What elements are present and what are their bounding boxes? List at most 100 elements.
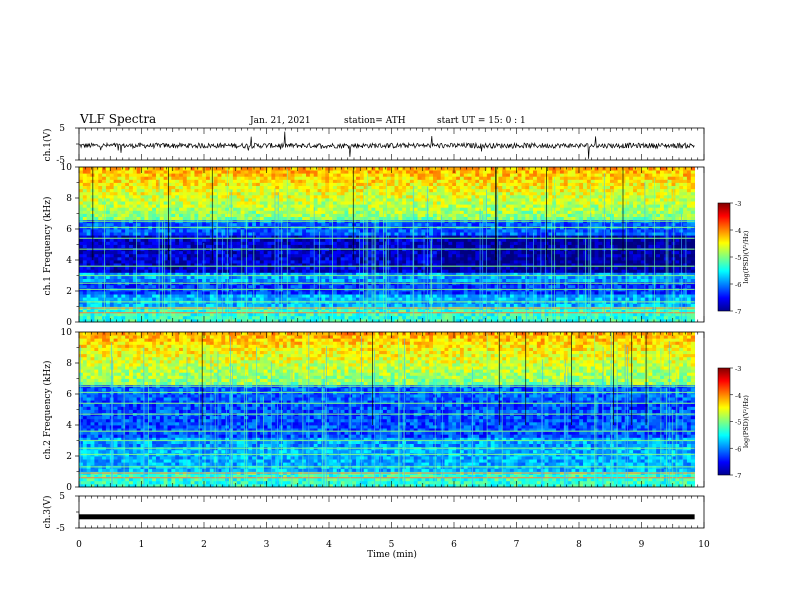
spectrogram-cell [190, 284, 195, 289]
spectrogram-cell [294, 275, 299, 279]
spectrogram-cell [313, 303, 318, 307]
spectrogram-cell [390, 244, 395, 248]
spectrogram-cell [521, 272, 526, 276]
spectrogram-cell [463, 318, 469, 323]
spectrogram-cell [471, 312, 476, 317]
spectrogram-cell [236, 284, 241, 289]
spectrogram-cell [367, 294, 372, 298]
spectrogram-cell [506, 229, 511, 233]
spectrogram-cell [509, 229, 515, 233]
spectrogram-cell [613, 278, 619, 283]
spectrogram-cell [155, 315, 161, 320]
spectrogram-cell [636, 232, 642, 236]
spectrogram-cell [452, 232, 457, 236]
spectrogram-cell [313, 315, 318, 320]
spectrogram-cell [90, 291, 95, 295]
spectrogram-cell [148, 291, 153, 295]
spectrogram-cell [452, 269, 457, 273]
spectrogram-cell [421, 232, 426, 236]
spectrogram-cell [367, 315, 372, 320]
spectrogram-cell [332, 303, 338, 307]
spectrogram-cell [94, 297, 99, 301]
spectrogram-cell [325, 244, 330, 248]
spectrogram-cell [440, 303, 445, 307]
spectrogram-cell [467, 229, 472, 233]
spectrogram-cell [155, 253, 161, 258]
spectrogram-cell [686, 291, 692, 295]
spectrogram-cell [375, 272, 380, 276]
spectrogram-cell [94, 253, 99, 258]
spectrogram-cell [486, 269, 492, 273]
spectrogram-cell [302, 297, 307, 301]
spectrogram-cell [475, 312, 480, 317]
spectrogram-cell [202, 275, 207, 279]
spectrogram-cell [240, 312, 245, 317]
spectrogram-cell [683, 303, 688, 307]
spectrogram-cell [459, 315, 465, 320]
spectrogram-cell [606, 318, 611, 323]
spectrogram-cell [621, 318, 626, 323]
spectrogram-cell [194, 275, 199, 279]
spectrogram-cell [86, 312, 91, 317]
spectrogram-cell [421, 275, 426, 279]
spectrogram-cell [390, 284, 395, 289]
spectrogram-cell [406, 260, 411, 264]
spectrogram-cell [94, 244, 99, 248]
spectrogram-cell [340, 284, 345, 289]
spectrogram-cell [336, 291, 342, 295]
spectrogram-cell [536, 318, 542, 323]
spectrogram-cell [448, 312, 453, 317]
ch1-waveform-panel: 5-5 [56, 124, 705, 166]
spectrogram-cell [579, 269, 584, 273]
spectrogram-cell [498, 297, 503, 301]
spectrogram-cell [540, 291, 545, 295]
spectrogram-cell [475, 294, 480, 298]
spectrogram-cell [475, 232, 480, 236]
spectrogram-cell [163, 229, 168, 233]
spectrogram-cell [579, 241, 584, 245]
spectrogram-cell [413, 266, 418, 270]
spectrogram-cell [567, 297, 572, 301]
spectrogram-cell [436, 241, 442, 245]
spectrogram-cell [494, 275, 499, 279]
spectrogram-cell [598, 272, 603, 276]
spectrogram-cell [402, 291, 407, 295]
spectrogram-cell [155, 266, 161, 270]
spectrogram-cell [109, 309, 115, 314]
spectrogram-cell [344, 272, 349, 276]
spectrogram-cell [290, 269, 295, 273]
spectrogram-cell [536, 309, 542, 314]
spectrogram-cell [340, 291, 345, 295]
spectrogram-cell [367, 303, 372, 307]
spectrogram-cell [259, 266, 265, 270]
spectrogram-cell [171, 232, 176, 236]
spectrogram-cell [356, 312, 361, 317]
spectrogram-cell [236, 253, 241, 258]
spectrogram-cell [306, 284, 311, 289]
spectrogram-cell [398, 312, 403, 317]
spectrogram-cell [490, 250, 495, 255]
spectrogram-cell [502, 303, 507, 307]
spectrogram-cell [279, 309, 284, 314]
spectrogram-cell [621, 250, 626, 255]
spectrogram-cell [121, 318, 126, 323]
spectrogram-cell [590, 250, 595, 255]
spectrogram-cell [294, 241, 299, 245]
spectrogram-cell [606, 229, 611, 233]
spectrogram-cell [498, 229, 503, 233]
spectrogram-cell [386, 250, 392, 255]
spectrogram-cell [629, 244, 634, 248]
spectrogram-cell [298, 229, 303, 233]
spectrogram-cell [413, 303, 418, 307]
spectrogram-cell [513, 241, 519, 245]
spectrogram-cell [163, 244, 168, 248]
spectrogram-cell [329, 294, 334, 298]
spectrogram-cell [356, 275, 361, 279]
spectrogram-cell [294, 278, 299, 283]
spectrogram-cell [171, 309, 176, 314]
spectrogram-cell [644, 269, 649, 273]
spectrogram-cell [494, 297, 499, 301]
spectrogram-cell [432, 291, 438, 295]
spectrogram-cell [690, 297, 696, 301]
spectrogram-cell [629, 241, 634, 245]
